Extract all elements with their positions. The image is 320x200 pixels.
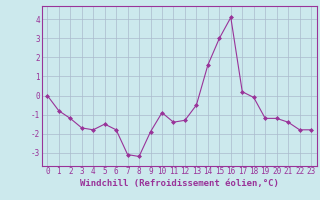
X-axis label: Windchill (Refroidissement éolien,°C): Windchill (Refroidissement éolien,°C) xyxy=(80,179,279,188)
